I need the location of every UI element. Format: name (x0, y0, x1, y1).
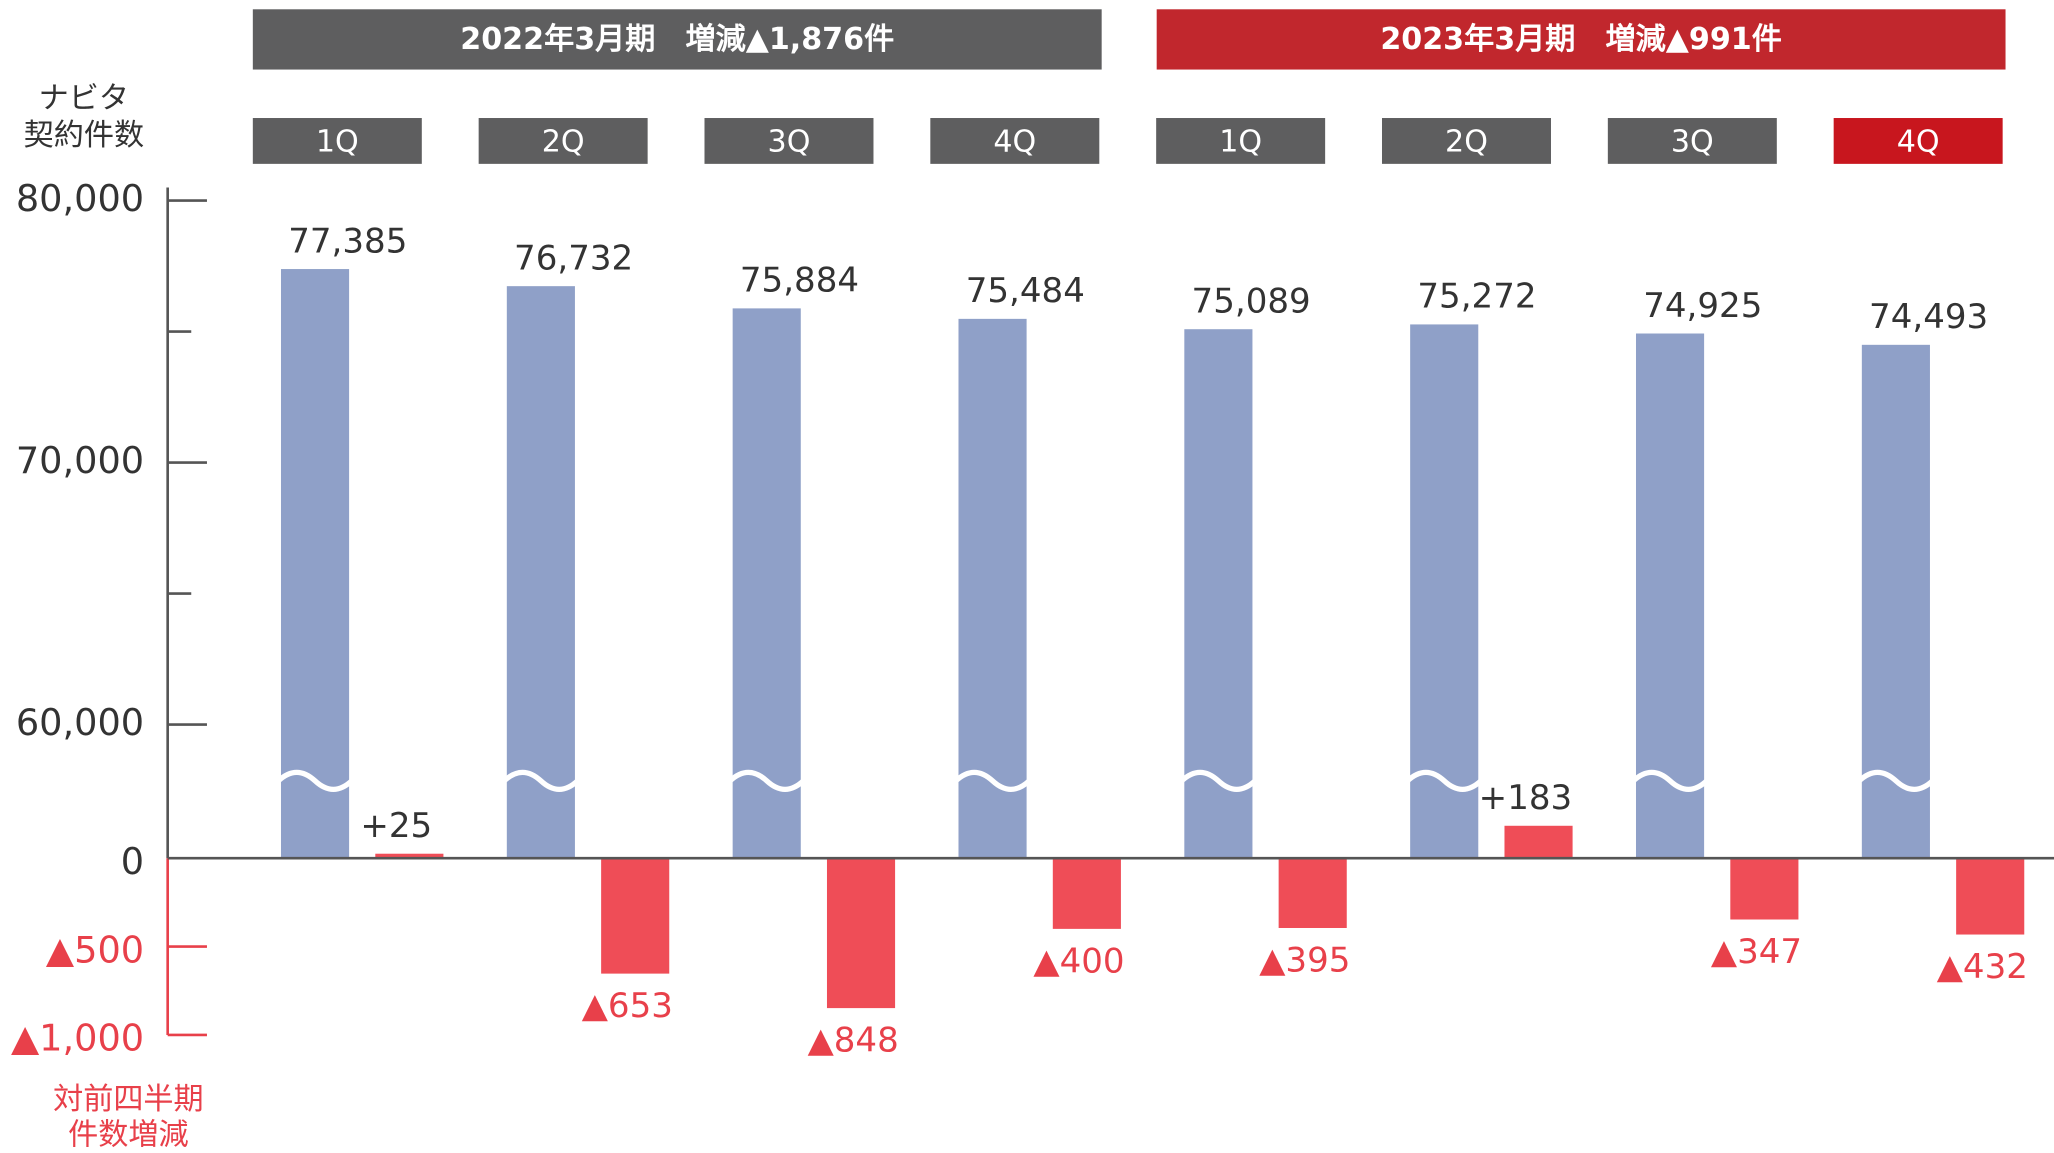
axis-break (728, 769, 806, 792)
x-tick-label: 4Q (993, 124, 1036, 159)
value-label: ▲653 (582, 986, 673, 1026)
value-label: 74,493 (1869, 297, 1988, 337)
value-label: 76,732 (514, 238, 633, 278)
bar (1278, 858, 1347, 928)
bar (506, 286, 575, 859)
quarter-box (252, 118, 422, 164)
y2-tick-label: 0 (121, 840, 144, 883)
bar (280, 269, 350, 859)
y2-tick-label: ▲1,000 (11, 1017, 144, 1060)
bar (1504, 825, 1573, 859)
axis-break (1179, 769, 1257, 792)
quarter-box (1833, 118, 2003, 164)
quarter-box (704, 118, 874, 164)
value-label: +25 (360, 806, 432, 846)
x-tick-label: 2Q (542, 124, 585, 159)
x-tick-label: 3Q (768, 124, 811, 159)
y2-tick-label: ▲500 (46, 928, 144, 971)
value-label: +183 (1479, 778, 1573, 818)
y2-axis-label: 件数増減 (68, 1117, 188, 1152)
axis-break (502, 769, 580, 792)
x-tick-label: 2Q (1445, 124, 1488, 159)
y-axis-label: 契約件数 (24, 118, 144, 153)
value-label: ▲848 (808, 1021, 899, 1061)
x-tick-label: 1Q (1219, 124, 1262, 159)
y-tick-label: 60,000 (16, 701, 144, 744)
bar (601, 858, 670, 974)
period-header (252, 9, 1102, 70)
axis-break (954, 769, 1032, 792)
bar (1410, 324, 1479, 859)
y-tick-label: 70,000 (16, 439, 144, 482)
axis-break (276, 769, 354, 792)
axis-break (1631, 769, 1709, 792)
bar (958, 318, 1027, 859)
value-label: ▲395 (1259, 941, 1350, 981)
y2-axis-label: 対前四半期 (53, 1082, 204, 1117)
quarter-box (1156, 118, 1326, 164)
bar (826, 858, 896, 1009)
period-label: 2023年3月期 増減▲991件 (1380, 22, 1782, 57)
bar (375, 853, 444, 859)
value-label: ▲347 (1711, 932, 1802, 972)
value-label: 75,089 (1192, 282, 1311, 322)
bar (732, 308, 801, 859)
y-axis-label: ナビタ (39, 81, 129, 116)
x-tick-label: 3Q (1671, 124, 1714, 159)
quarter-box (1607, 118, 1777, 164)
value-label: 77,385 (288, 221, 407, 261)
y-tick-label: 80,000 (16, 177, 144, 220)
period-label: 2022年3月期 増減▲1,876件 (460, 22, 894, 57)
value-label: 75,884 (740, 261, 859, 301)
value-label: 75,484 (966, 271, 1085, 311)
x-tick-label: 4Q (1897, 124, 1940, 159)
bar (1052, 858, 1121, 929)
bar (1956, 858, 2025, 935)
x-tick-label: 1Q (316, 124, 359, 159)
value-label: 75,272 (1417, 277, 1536, 317)
value-label: ▲400 (1033, 941, 1124, 981)
period-header (1156, 9, 2006, 70)
value-label: 74,925 (1643, 286, 1762, 326)
value-label: ▲432 (1937, 947, 2028, 987)
quarter-box (1381, 118, 1551, 164)
axis-break (1857, 769, 1935, 792)
axis-break (1405, 769, 1483, 792)
quarter-box (478, 118, 648, 164)
quarter-box (930, 118, 1100, 164)
bar (1184, 329, 1253, 859)
bar (1730, 858, 1799, 920)
